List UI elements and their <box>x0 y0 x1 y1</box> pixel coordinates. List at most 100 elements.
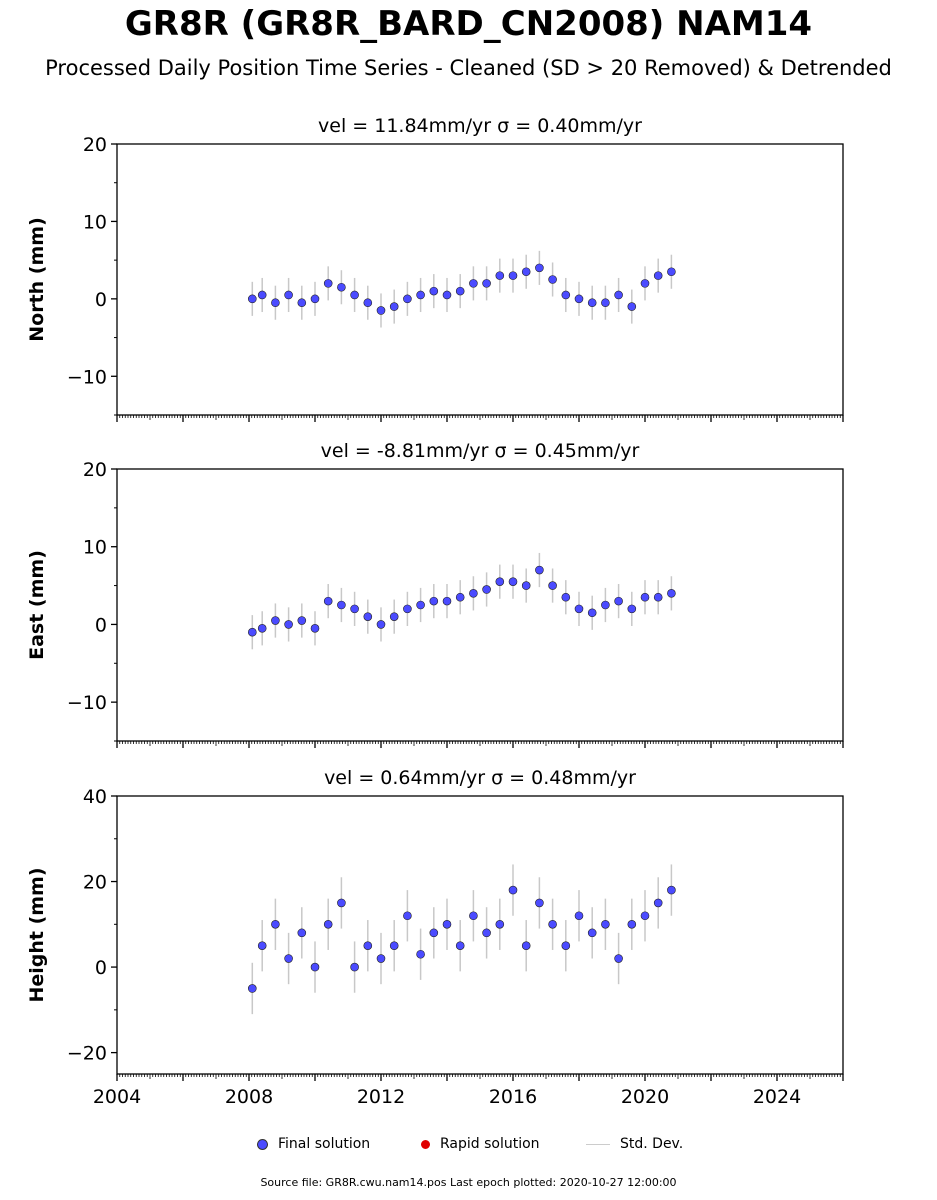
data-point <box>310 962 320 972</box>
data-point <box>403 294 412 304</box>
legend-std-line <box>586 1143 610 1145</box>
x-tick-label: 2024 <box>753 1086 801 1108</box>
data-point <box>416 949 425 959</box>
data-point <box>587 298 597 308</box>
data-point <box>601 298 610 308</box>
x-tick-label: 2004 <box>93 1086 141 1108</box>
y-tick-label: −10 <box>67 692 107 714</box>
data-point <box>601 920 610 929</box>
data-point <box>508 885 518 895</box>
data-point <box>363 298 373 308</box>
data-point <box>363 612 373 621</box>
data-point <box>350 290 359 300</box>
data-point <box>561 592 571 602</box>
x-tick-label: 2016 <box>489 1086 537 1108</box>
data-point <box>455 592 465 602</box>
data-point <box>469 911 478 921</box>
data-point <box>323 920 333 929</box>
data-point <box>587 608 597 618</box>
data-point <box>248 984 257 993</box>
data-point <box>363 941 373 950</box>
data-point <box>310 624 320 633</box>
data-point <box>284 954 293 963</box>
y-tick-label: 0 <box>95 289 107 311</box>
y-tick-label: 20 <box>83 459 107 481</box>
y-axis-label-2: Height (mm) <box>26 867 48 1002</box>
data-point <box>561 941 571 950</box>
data-point <box>574 911 584 921</box>
legend-std: Std. Dev. <box>586 1136 683 1152</box>
data-point <box>429 286 439 296</box>
y-tick-label: 10 <box>83 211 107 233</box>
legend-final-marker <box>257 1138 268 1150</box>
data-point <box>350 962 359 972</box>
page-subtitle: Processed Daily Position Time Series - C… <box>45 56 892 80</box>
data-point <box>653 271 663 280</box>
data-point <box>548 920 557 929</box>
page-title: GR8R (GR8R_BARD_CN2008) NAM14 <box>124 4 813 44</box>
data-point <box>587 928 597 938</box>
data-point <box>442 290 452 300</box>
data-point <box>455 286 465 296</box>
data-point <box>614 954 623 963</box>
data-point <box>376 306 386 315</box>
data-point <box>640 592 650 602</box>
data-point <box>495 920 505 929</box>
legend-final: Final solution <box>257 1136 370 1152</box>
data-point <box>614 290 623 300</box>
data-point <box>257 290 267 300</box>
y-tick-label: 20 <box>83 134 107 156</box>
data-point <box>257 941 267 950</box>
data-point <box>310 294 320 304</box>
plot-frame-2 <box>116 795 844 1075</box>
data-point <box>297 616 307 625</box>
data-point <box>574 604 584 614</box>
data-point <box>337 282 346 292</box>
data-point <box>284 290 293 300</box>
x-tick-label: 2008 <box>225 1086 273 1108</box>
y-axis-label-0: North (mm) <box>26 217 48 342</box>
data-point <box>337 600 346 610</box>
data-point <box>248 627 257 637</box>
data-point <box>442 596 452 606</box>
data-point <box>350 604 359 614</box>
data-point <box>284 620 293 629</box>
y-tick-label: 40 <box>83 786 107 808</box>
data-point <box>640 279 650 288</box>
data-point <box>271 616 280 625</box>
data-point <box>667 885 676 895</box>
data-point <box>376 954 386 963</box>
data-point <box>521 941 531 950</box>
data-point <box>614 596 623 606</box>
legend-rapid-label: Rapid solution <box>440 1136 540 1152</box>
y-axis-label-1: East (mm) <box>26 550 48 660</box>
data-point <box>495 577 505 586</box>
y-tick-label: 0 <box>95 957 107 979</box>
source-footer: Source file: GR8R.cwu.nam14.pos Last epo… <box>260 1176 677 1189</box>
panel-title-0: vel = 11.84mm/yr σ = 0.40mm/yr <box>318 115 642 137</box>
data-point <box>521 267 531 277</box>
plot-frame-1 <box>116 468 844 742</box>
data-point <box>271 298 280 308</box>
legend-std-label: Std. Dev. <box>620 1136 684 1152</box>
data-point <box>653 592 663 602</box>
data-point <box>667 589 676 598</box>
data-point <box>389 612 399 621</box>
panel-title-1: vel = -8.81mm/yr σ = 0.45mm/yr <box>321 440 640 462</box>
data-point <box>495 271 505 280</box>
data-point <box>482 279 491 288</box>
data-point <box>403 911 412 921</box>
panel-title-2: vel = 0.64mm/yr σ = 0.48mm/yr <box>324 767 636 789</box>
legend-rapid: Rapid solution <box>421 1136 540 1152</box>
data-point <box>640 911 650 921</box>
data-point <box>535 898 544 908</box>
data-point <box>508 577 518 586</box>
x-tick-label: 2020 <box>621 1086 669 1108</box>
data-point <box>337 898 346 908</box>
data-point <box>482 585 491 594</box>
data-point <box>323 596 333 606</box>
data-point <box>667 267 676 277</box>
data-point <box>561 290 571 300</box>
data-point <box>548 581 557 590</box>
data-point <box>574 294 584 304</box>
